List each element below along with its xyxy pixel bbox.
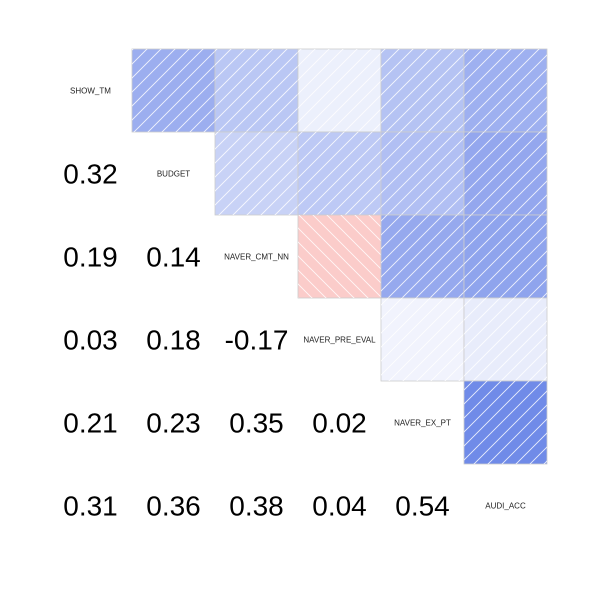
heatmap-cell-show_tm-naver_ex_pt xyxy=(380,48,465,133)
coefficient-label-audi_acc-budget: 0.36 xyxy=(146,491,201,522)
variable-label-naver_cmt_nn: NAVER_CMT_NN xyxy=(224,253,289,262)
coefficient-label-naver_ex_pt-show_tm: 0.21 xyxy=(63,408,118,439)
heatmap-cell-show_tm-audi_acc xyxy=(463,48,548,133)
heatmap-cell-budget-audi_acc xyxy=(463,131,548,216)
coefficient-label-audi_acc-naver_pre_eval: 0.04 xyxy=(312,491,367,522)
coefficient-label-audi_acc-naver_ex_pt: 0.54 xyxy=(395,491,450,522)
heatmap-cell-naver_pre_eval-audi_acc xyxy=(463,297,548,382)
coefficient-label-naver_pre_eval-naver_cmt_nn: -0.17 xyxy=(225,325,289,356)
coefficient-label-budget-show_tm: 0.32 xyxy=(63,159,118,190)
heatmap-cell-naver_cmt_nn-audi_acc xyxy=(463,214,548,299)
heatmap-cell-show_tm-naver_pre_eval xyxy=(297,48,382,133)
coefficient-label-audi_acc-naver_cmt_nn: 0.38 xyxy=(229,491,284,522)
heatmap-cell-show_tm-naver_cmt_nn xyxy=(214,48,299,133)
heatmap-cell-budget-naver_pre_eval xyxy=(297,131,382,216)
variable-label-audi_acc: AUDI_ACC xyxy=(485,502,526,511)
heatmap-cell-budget-naver_ex_pt xyxy=(380,131,465,216)
variable-label-naver_pre_eval: NAVER_PRE_EVAL xyxy=(303,336,376,345)
upper-cells-layer xyxy=(131,48,548,465)
variable-label-naver_ex_pt: NAVER_EX_PT xyxy=(394,419,451,428)
coefficient-label-naver_ex_pt-naver_pre_eval: 0.02 xyxy=(312,408,367,439)
coefficient-label-naver_cmt_nn-budget: 0.14 xyxy=(146,242,201,273)
variable-label-show_tm: SHOW_TM xyxy=(70,87,111,96)
coefficient-label-naver_ex_pt-budget: 0.23 xyxy=(146,408,201,439)
heatmap-cell-naver_ex_pt-audi_acc xyxy=(463,380,548,465)
heatmap-cell-show_tm-budget xyxy=(131,48,216,133)
coefficient-label-naver_ex_pt-naver_cmt_nn: 0.35 xyxy=(229,408,284,439)
coefficient-label-naver_pre_eval-show_tm: 0.03 xyxy=(63,325,118,356)
coefficient-label-naver_cmt_nn-show_tm: 0.19 xyxy=(63,242,118,273)
coefficient-label-audi_acc-show_tm: 0.31 xyxy=(63,491,118,522)
coefficient-label-naver_pre_eval-budget: 0.18 xyxy=(146,325,201,356)
heatmap-cell-naver_pre_eval-naver_ex_pt xyxy=(380,297,465,382)
heatmap-cell-budget-naver_cmt_nn xyxy=(214,131,299,216)
variable-label-budget: BUDGET xyxy=(157,170,190,179)
text-layer: SHOW_TM 0.32 BUDGET 0.19 0.14 NAVER_CMT_NN 0.0… xyxy=(63,87,526,522)
heatmap-cell-naver_cmt_nn-naver_pre_eval xyxy=(297,214,382,299)
heatmap-cell-naver_cmt_nn-naver_ex_pt xyxy=(380,214,465,299)
